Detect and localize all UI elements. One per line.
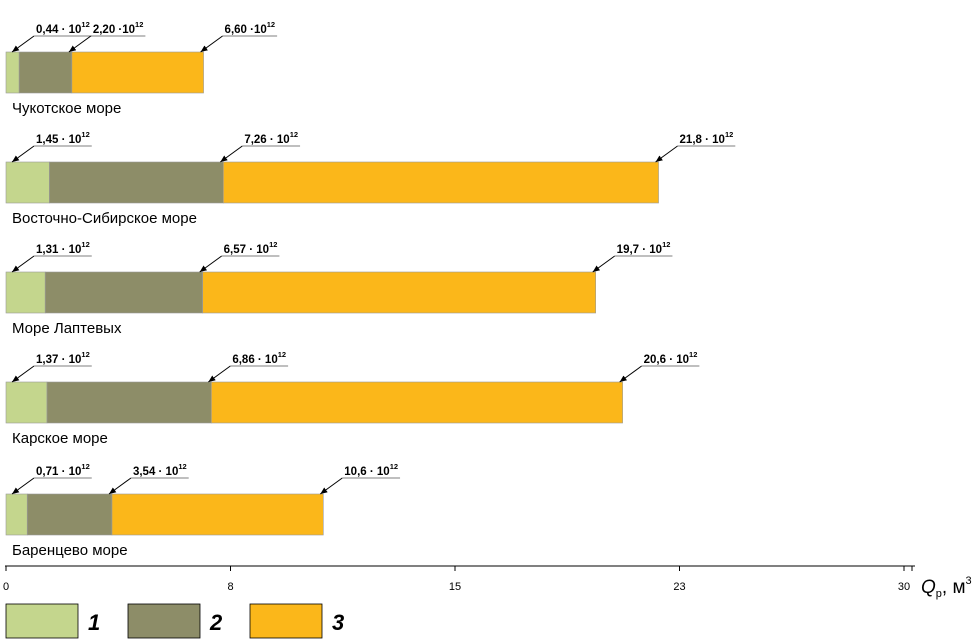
category-label-баренцево-море: Баренцево море	[12, 542, 128, 559]
category-label-море-лаптевых: Море Лаптевых	[12, 320, 122, 337]
legend: 1 2 3	[5, 603, 344, 639]
x-tick-label-30: 30	[898, 581, 910, 593]
legend-swatch-3	[249, 603, 323, 639]
legend-swatch-1	[5, 603, 79, 639]
annotation-arrow-баренцево-море-1	[11, 477, 35, 495]
category-label-чукотское-море: Чукотское море	[12, 100, 121, 117]
category-label-восточно-сибирское-море: Восточно-Сибирское море	[12, 210, 197, 227]
bar-восточно-сибирское-море-series-2	[49, 161, 224, 204]
x-axis-title-main: Q	[921, 577, 936, 598]
annotation-карское-море-3: 20,6 · 1012	[644, 350, 698, 366]
legend-label-1: 1	[88, 610, 100, 635]
bar-море-лаптевых-series-2	[44, 271, 203, 314]
annotation-arrow-море-лаптевых-3	[592, 255, 615, 273]
annotation-чукотское-море-3: 6,60 ·1012	[225, 20, 276, 36]
svg-text:Qр, м3: Qр, м3	[921, 575, 972, 600]
annotation-восточно-сибирское-море-3: 21,8 · 1012	[680, 130, 734, 146]
category-label-карское-море: Карское море	[12, 430, 108, 447]
bar-карское-море-series-3	[211, 381, 623, 424]
legend-label-2: 2	[209, 610, 223, 635]
annotation-море-лаптевых-1: 1,31 · 1012	[36, 240, 90, 256]
bar-чукотское-море-series-1	[5, 51, 20, 94]
annotation-баренцево-море-2: 3,54 · 1012	[133, 462, 187, 478]
bar-чукотское-море-series-3	[71, 51, 204, 94]
annotation-восточно-сибирское-море-1: 1,45 · 1012	[36, 130, 90, 146]
annotation-arrow-карское-море-2	[208, 365, 231, 383]
x-axis-title: Qр, м3	[921, 575, 972, 600]
bar-карское-море-series-2	[46, 381, 212, 424]
annotation-arrow-чукотское-море-1	[11, 35, 35, 53]
bar-баренцево-море-series-2	[26, 493, 113, 536]
x-axis-title-unit: , м	[942, 577, 966, 598]
annotation-arrow-море-лаптевых-2	[199, 255, 222, 273]
annotation-arrow-чукотское-море-2	[68, 35, 92, 53]
legend-swatch-2	[127, 603, 201, 639]
annotation-arrow-карское-море-1	[11, 365, 35, 383]
annotation-arrow-восточно-сибирское-море-3	[655, 145, 678, 163]
annotation-arrow-море-лаптевых-1	[11, 255, 35, 273]
x-tick-label-15: 15	[449, 581, 461, 593]
annotation-arrow-баренцево-море-2	[108, 477, 132, 495]
bar-чукотское-море-series-2	[18, 51, 73, 94]
bar-восточно-сибирское-море-series-1	[5, 161, 50, 204]
x-tick-label-8: 8	[227, 581, 233, 593]
annotation-карское-море-2: 6,86 · 1012	[232, 350, 286, 366]
bar-баренцево-море-series-3	[111, 493, 324, 536]
annotation-море-лаптевых-3: 19,7 · 1012	[617, 240, 671, 256]
bar-баренцево-море-series-1	[5, 493, 28, 536]
x-axis-title-sub: р	[936, 588, 942, 600]
annotation-баренцево-море-1: 0,71 · 1012	[36, 462, 90, 478]
x-axis-title-unit-sup: 3	[966, 575, 972, 587]
annotation-море-лаптевых-2: 6,57 · 1012	[224, 240, 278, 256]
annotation-arrow-карское-море-3	[619, 365, 642, 383]
bar-море-лаптевых-series-3	[202, 271, 596, 314]
bar-восточно-сибирское-море-series-3	[223, 161, 659, 204]
annotation-arrow-восточно-сибирское-море-1	[11, 145, 35, 163]
annotation-карское-море-1: 1,37 · 1012	[36, 350, 90, 366]
annotation-arrow-восточно-сибирское-море-2	[220, 145, 243, 163]
annotation-восточно-сибирское-море-2: 7,26 · 1012	[244, 130, 298, 146]
annotation-arrow-чукотское-море-3	[200, 35, 223, 53]
bar-море-лаптевых-series-1	[5, 271, 46, 314]
annotation-баренцево-море-3: 10,6 · 1012	[344, 462, 398, 478]
bar-карское-море-series-1	[5, 381, 48, 424]
x-tick-label-23: 23	[673, 581, 685, 593]
annotation-чукотское-море-2: 2,20 ·1012	[93, 20, 144, 36]
annotation-чукотское-море-1: 0,44 · 1012	[36, 20, 90, 36]
legend-label-3: 3	[332, 610, 344, 635]
annotation-arrow-баренцево-море-3	[319, 477, 343, 495]
x-tick-label-0: 0	[3, 581, 9, 593]
